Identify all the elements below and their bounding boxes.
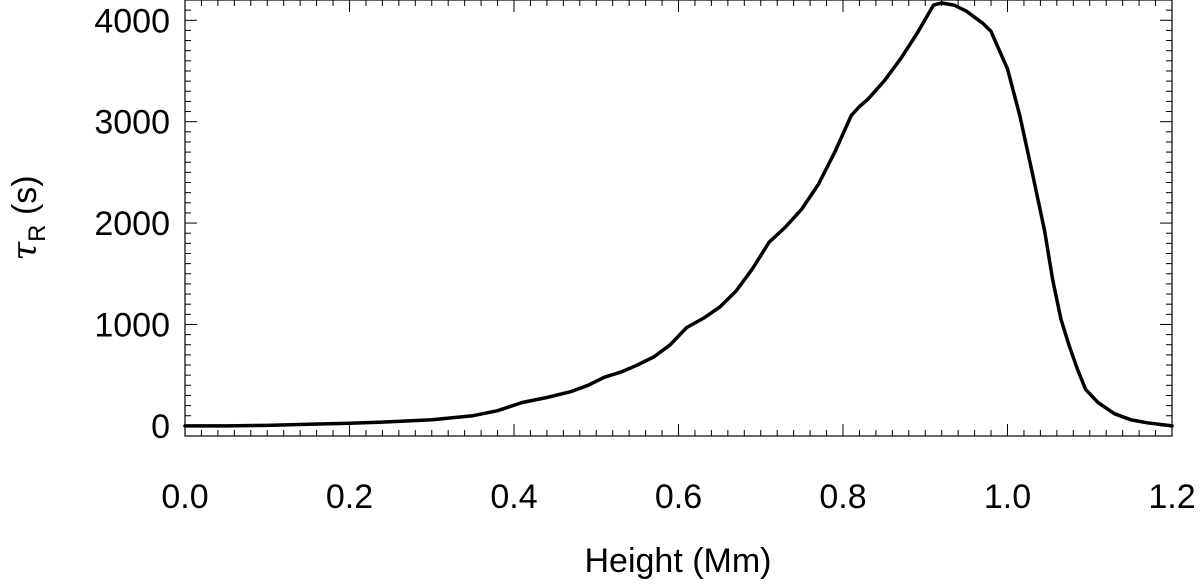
x-axis-title: Height (Mm) [584,542,771,580]
x-tick-label: 1.2 [1148,478,1195,516]
x-tick-label: 1.0 [984,478,1031,516]
plot-frame [184,0,1173,437]
y-axis-title: τR (s) [5,175,51,260]
series-line [183,1,1174,428]
x-tick-label: 0.0 [161,478,208,516]
y-tick-label: 2000 [94,205,170,243]
x-tick-label: 0.8 [819,478,866,516]
y-axis-symbol: τ [5,241,45,261]
x-tick-label: 0.4 [490,478,537,516]
axis-ticks [184,0,1173,436]
x-tick-labels: 0.0 0.2 0.4 0.6 0.8 1.0 1.2 [161,478,1195,516]
y-tick-label: 1000 [94,306,170,344]
y-tick-label: 0 [151,408,170,446]
x-tick-label: 0.6 [655,478,702,516]
y-axis-unit: (s) [6,175,44,215]
y-tick-labels: 0 1000 2000 3000 4000 [94,2,170,446]
y-tick-label: 4000 [94,2,170,40]
x-tick-label: 0.2 [326,478,373,516]
y-tick-label: 3000 [94,104,170,142]
y-axis-subscript: R [24,224,51,241]
